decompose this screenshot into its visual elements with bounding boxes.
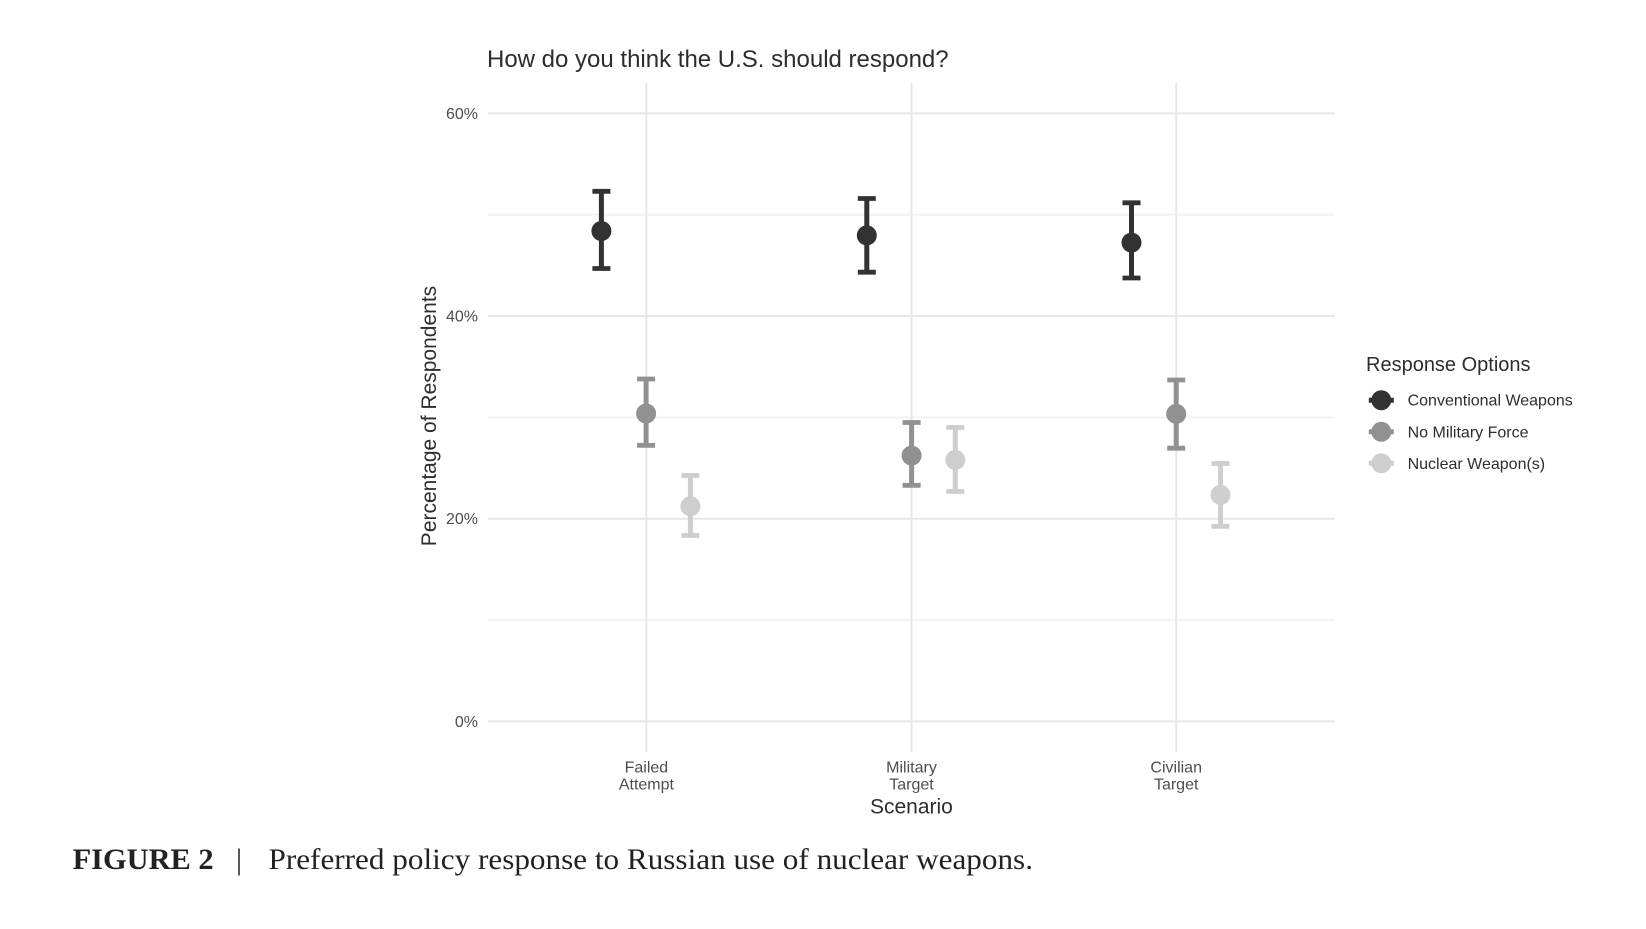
svg-text:Military: Military xyxy=(886,759,937,776)
svg-text:20%: 20% xyxy=(446,511,478,528)
svg-text:60%: 60% xyxy=(446,106,478,123)
svg-text:40%: 40% xyxy=(446,309,478,326)
svg-text:Percentage of Respondents: Percentage of Respondents xyxy=(418,286,441,546)
svg-text:Response Options: Response Options xyxy=(1366,354,1531,376)
svg-text:Target: Target xyxy=(889,777,934,794)
svg-text:FIGURE 2|Preferred policy resp: FIGURE 2 | Preferred policy response to Ru… xyxy=(73,843,1033,876)
svg-text:Failed: Failed xyxy=(625,759,669,776)
svg-text:How do you think the U.S. shou: How do you think the U.S. should respond… xyxy=(487,46,949,73)
svg-text:0%: 0% xyxy=(455,714,478,731)
svg-text:No Military Force: No Military Force xyxy=(1408,424,1529,441)
svg-text:Civilian: Civilian xyxy=(1150,759,1202,776)
svg-text:Conventional Weapons: Conventional Weapons xyxy=(1408,393,1573,410)
svg-text:Attempt: Attempt xyxy=(619,777,675,794)
svg-text:Nuclear Weapon(s): Nuclear Weapon(s) xyxy=(1408,456,1546,473)
svg-text:Scenario: Scenario xyxy=(870,795,953,818)
svg-text:Target: Target xyxy=(1154,777,1199,794)
